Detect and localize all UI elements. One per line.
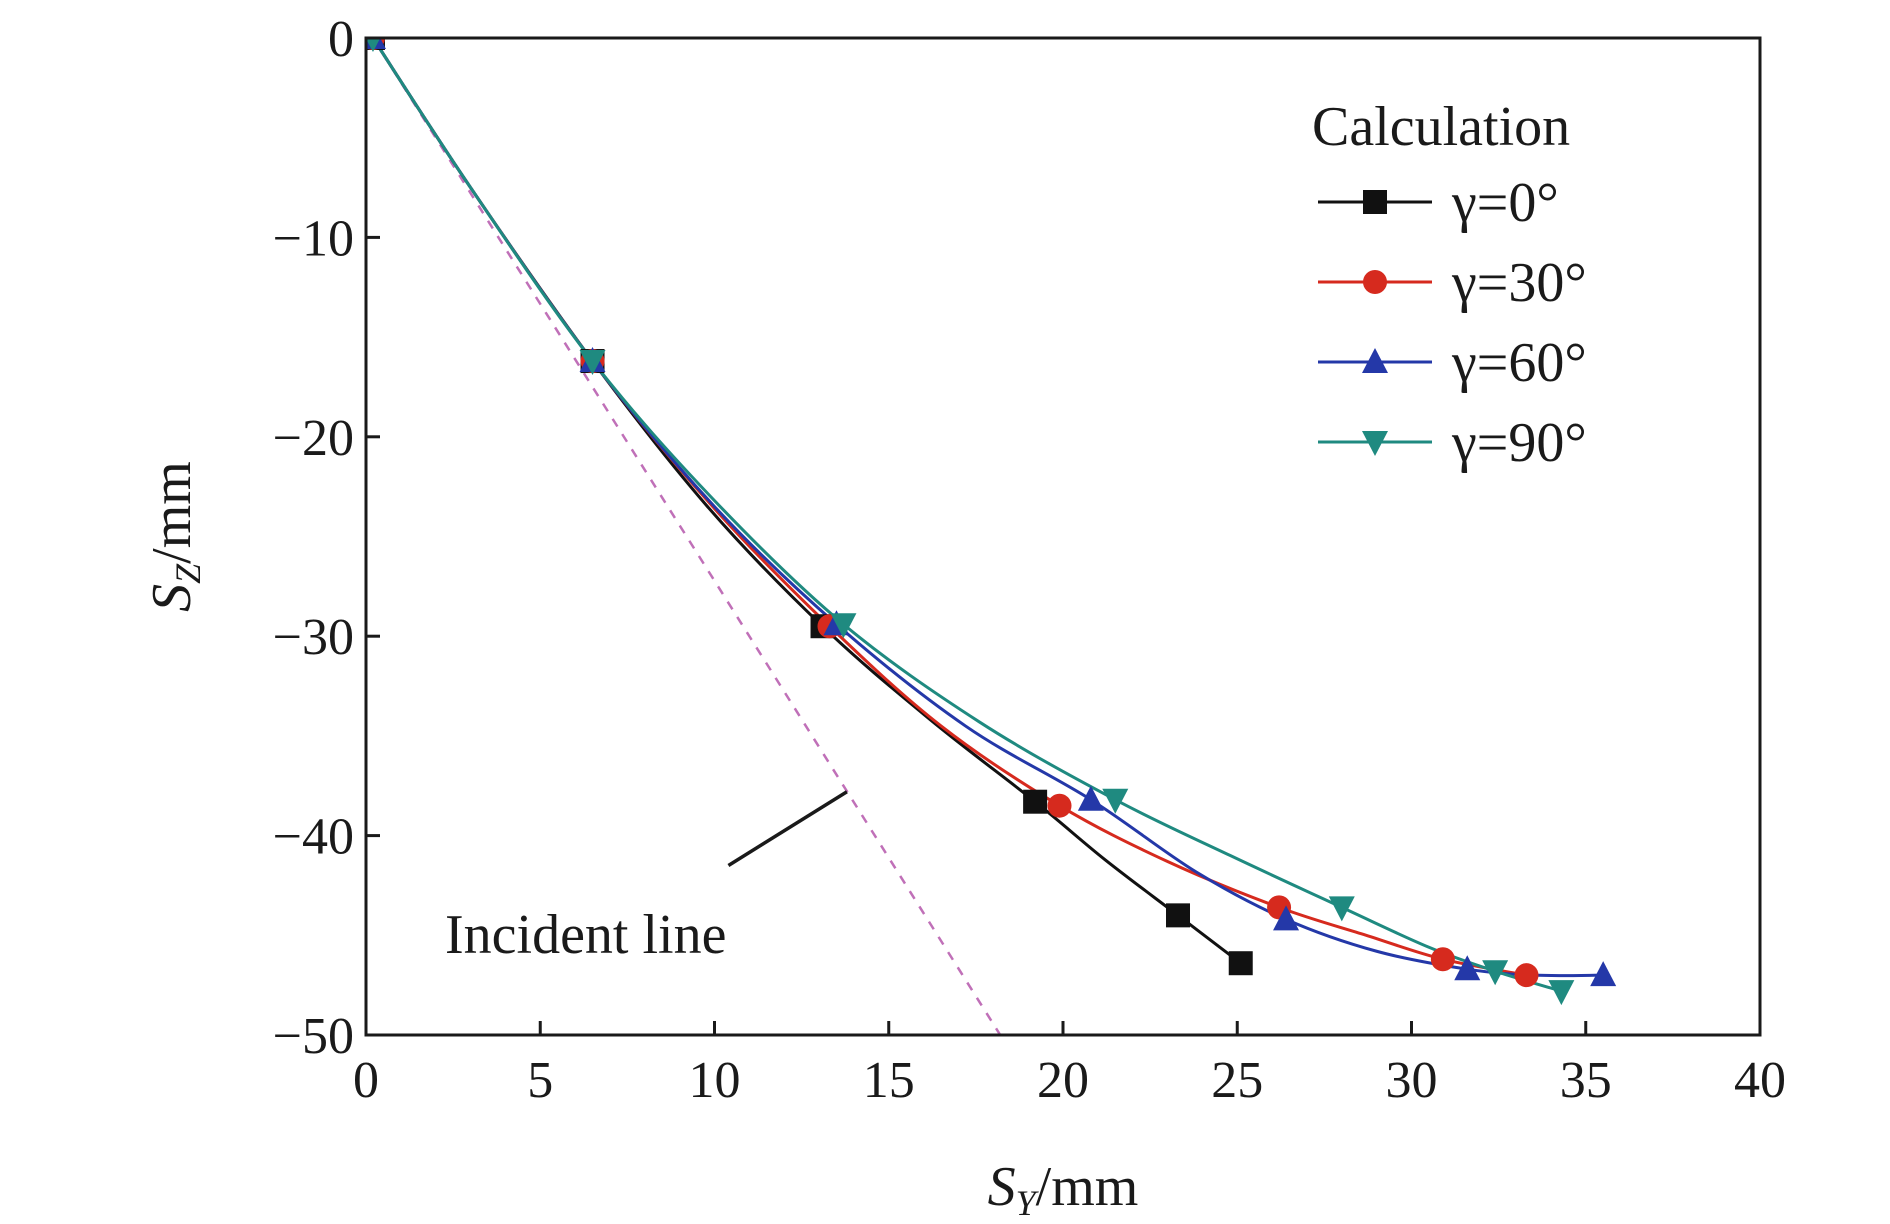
x-tick-label: 40: [1734, 1052, 1786, 1109]
legend-title: Calculation: [1312, 96, 1570, 158]
series-3-point-3: [1102, 788, 1129, 814]
series-0-point-4: [1166, 903, 1191, 928]
x-axis-label-sub: Y: [1016, 1183, 1040, 1223]
y-tick-label: 0: [328, 11, 354, 68]
x-tick-label: 10: [689, 1052, 741, 1109]
legend-label-2: γ=60°: [1451, 332, 1587, 394]
series-1-point-3: [1047, 793, 1072, 818]
series-0-point-5: [1228, 951, 1253, 976]
x-tick-label: 20: [1037, 1052, 1089, 1109]
annotation-pointer-line: [727, 790, 848, 867]
series-3-point-1: [579, 350, 606, 376]
y-axis-label-sub: Z: [168, 563, 208, 584]
series-2-point-6: [1590, 961, 1617, 987]
legend-marker-3: [1362, 431, 1388, 456]
plot-layer: [366, 38, 1617, 1035]
series-2-point-3: [1077, 785, 1104, 811]
y-tick-label: −40: [273, 809, 354, 866]
y-tick-label: −30: [273, 609, 354, 666]
legend-label-3: γ=90°: [1451, 412, 1587, 474]
series-0-point-3: [1023, 789, 1048, 814]
x-tick-label: 0: [353, 1052, 379, 1109]
axes-layer: 0 5 10 15 20 25 30 35 40 0 −10 −20 −30 −40 −50: [273, 11, 1786, 1109]
x-axis-label: SY/mm: [988, 1156, 1139, 1223]
y-axis-label: SZ/mm: [141, 461, 208, 612]
x-axis-label-unit: /mm: [1036, 1156, 1139, 1218]
legend-marker-2: [1362, 348, 1388, 373]
legend-label-0: γ=0°: [1451, 172, 1559, 234]
annotation-incident-line-label: Incident line: [445, 904, 726, 966]
series-1-point-5: [1430, 947, 1455, 972]
series-3-point-6: [1548, 980, 1575, 1006]
y-tick-label: −10: [273, 210, 354, 267]
y-axis-label-var: S: [141, 584, 203, 612]
x-tick-label: 5: [527, 1052, 553, 1109]
series-3-point-2: [830, 613, 857, 639]
x-tick-label: 15: [863, 1052, 915, 1109]
x-tick-label: 35: [1560, 1052, 1612, 1109]
y-tick-label: −20: [273, 410, 354, 467]
x-axis-label-var: S: [988, 1156, 1016, 1218]
x-tick-label: 30: [1386, 1052, 1438, 1109]
x-tick-label: 25: [1211, 1052, 1263, 1109]
legend: γ=0° γ=30° γ=60° γ=90°: [1318, 172, 1587, 474]
legend-marker-1: [1363, 270, 1387, 294]
y-axis-label-unit: /mm: [141, 461, 203, 564]
legend-marker-0: [1363, 190, 1387, 214]
series-2-point-4: [1273, 905, 1300, 931]
series-3-point-0: [366, 38, 381, 52]
series-3-point-5: [1482, 960, 1509, 986]
series-line-3: [371, 38, 1562, 993]
series-3-point-4: [1328, 896, 1355, 922]
series-2-point-5: [1454, 955, 1481, 981]
legend-label-1: γ=30°: [1451, 252, 1587, 314]
series-1-point-6: [1514, 963, 1539, 988]
y-tick-label: −50: [273, 1008, 354, 1065]
